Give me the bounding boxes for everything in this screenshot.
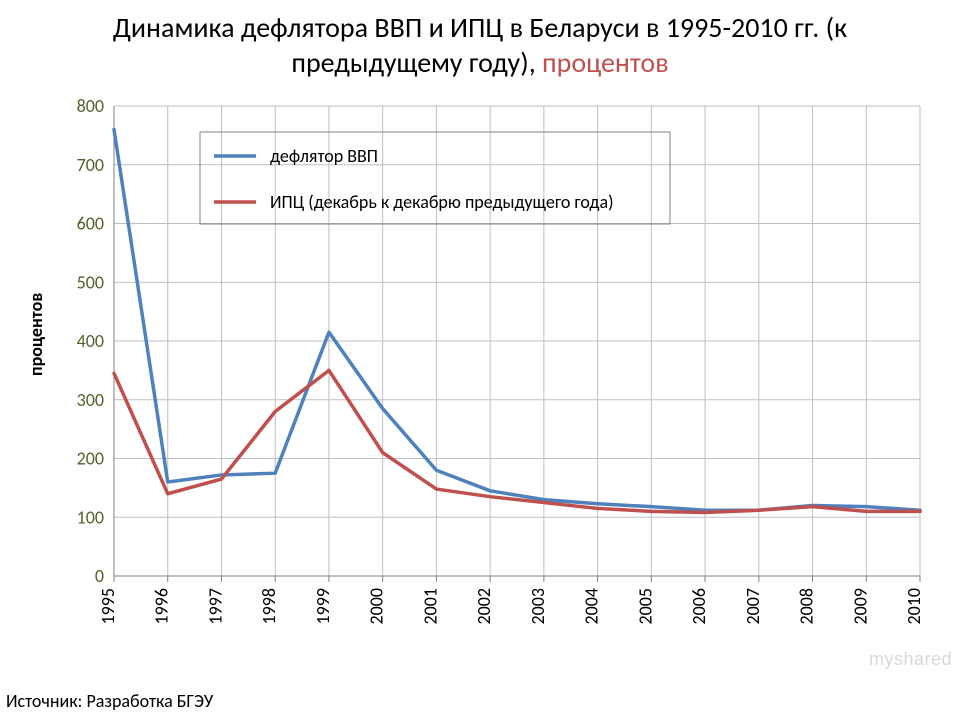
svg-text:2006: 2006: [688, 588, 710, 625]
svg-text:700: 700: [77, 154, 104, 176]
svg-text:100: 100: [77, 506, 104, 528]
svg-text:2001: 2001: [419, 588, 441, 625]
svg-text:0: 0: [95, 565, 104, 587]
source-text: Источник: Разработка БГЭУ: [6, 690, 213, 712]
svg-text:2000: 2000: [366, 588, 388, 625]
svg-text:2008: 2008: [796, 588, 818, 625]
svg-text:2010: 2010: [903, 588, 925, 625]
svg-text:1995: 1995: [97, 588, 119, 625]
svg-text:400: 400: [77, 330, 104, 352]
svg-text:600: 600: [77, 213, 104, 235]
slide-title: Динамика дефлятора ВВП и ИПЦ в Беларуси …: [0, 10, 960, 80]
y-axis-label: процентов: [25, 293, 47, 376]
svg-text:1998: 1998: [258, 588, 280, 625]
svg-text:1997: 1997: [204, 588, 226, 625]
series-line: [114, 370, 920, 512]
svg-text:2003: 2003: [527, 588, 549, 625]
title-accent: процентов: [542, 45, 669, 80]
svg-text:300: 300: [77, 389, 104, 411]
svg-text:200: 200: [77, 448, 104, 470]
title-line2-pre: предыдущему году),: [291, 45, 542, 80]
svg-text:2007: 2007: [742, 588, 764, 625]
svg-text:800: 800: [77, 96, 104, 117]
svg-text:2005: 2005: [634, 588, 656, 625]
svg-text:1996: 1996: [151, 588, 173, 625]
svg-text:дефлятор ВВП: дефлятор ВВП: [270, 145, 378, 167]
svg-text:ИПЦ (декабрь к декабрю предыду: ИПЦ (декабрь к декабрю предыдущего года): [270, 191, 614, 213]
svg-text:2004: 2004: [581, 588, 603, 625]
legend: дефлятор ВВП ИПЦ (декабрь к декабрю преды…: [200, 132, 670, 224]
chart-container: процентов 010020030040050060070080019951…: [30, 96, 930, 656]
watermark: myshared: [869, 649, 952, 670]
title-line1: Динамика дефлятора ВВП и ИПЦ в Беларуси …: [113, 10, 847, 45]
svg-text:2009: 2009: [849, 588, 871, 625]
svg-text:500: 500: [77, 271, 104, 293]
line-chart: 0 100 200 300 400 500 600 700 800 1995 1996 1997 199…: [30, 96, 930, 656]
svg-text:2002: 2002: [473, 588, 495, 625]
series-line: [114, 130, 920, 511]
svg-text:1999: 1999: [312, 588, 334, 625]
